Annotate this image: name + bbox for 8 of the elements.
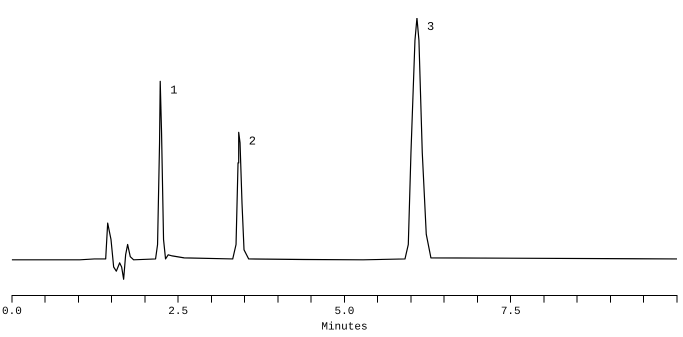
annotation: 2 [248, 134, 256, 149]
x-tick-label: 2.5 [168, 306, 188, 318]
annotation: 1 [170, 83, 178, 98]
annotation: 3 [426, 20, 434, 34]
x-axis-title: Minutes [321, 321, 368, 334]
x-tick-label: 7.5 [500, 306, 521, 318]
x-tick-label: 5.0 [334, 306, 354, 318]
x-tick-label: 0.0 [2, 306, 22, 318]
